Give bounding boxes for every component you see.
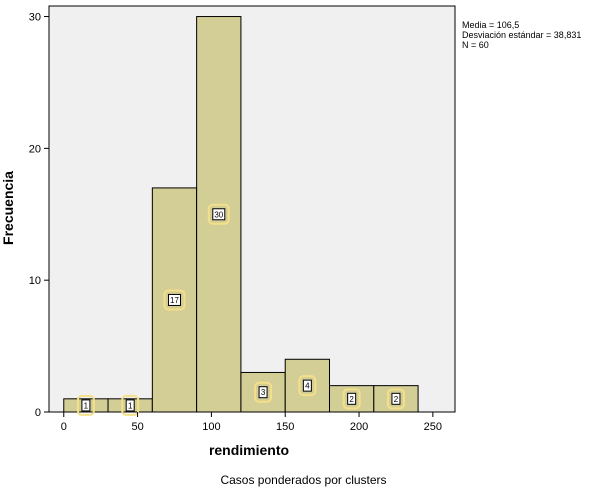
data-label-text: 1	[84, 401, 89, 410]
data-label-ring	[342, 388, 361, 410]
data-label-box	[212, 208, 226, 221]
data-label-text: 2	[349, 395, 354, 404]
footnote: Casos ponderados por clusters	[220, 473, 387, 487]
x-tick-label: 150	[276, 421, 294, 433]
data-label-box	[391, 392, 401, 405]
data-label-ring	[207, 203, 230, 225]
data-label-ring	[298, 375, 317, 397]
data-label-text: 17	[170, 296, 179, 305]
x-axis-label: rendimiento	[209, 442, 289, 458]
data-label-ring	[386, 388, 405, 410]
y-tick-label: 0	[35, 407, 41, 419]
x-tick-label: 200	[350, 421, 368, 433]
stats-mean: Media = 106,5	[462, 20, 520, 30]
data-label-text: 2	[394, 395, 399, 404]
y-tick-label: 20	[29, 143, 41, 155]
data-label-text: 3	[261, 388, 266, 397]
y-tick-label: 10	[29, 275, 41, 287]
data-labels-group: 1 1 17 30 3 4 2 2	[76, 203, 405, 416]
data-label-box	[125, 399, 135, 412]
data-label-box	[81, 399, 91, 412]
x-tick-label: 100	[202, 421, 220, 433]
data-label-box	[258, 386, 268, 399]
histogram-bar	[151, 187, 198, 413]
data-label: 17	[163, 289, 186, 311]
data-label: 2	[386, 388, 405, 410]
data-label-text: 4	[305, 382, 310, 391]
y-axis: 0 10 20 30	[29, 12, 49, 419]
data-label: 1	[76, 394, 95, 416]
stats-box: Media = 106,5 Desviación estándar = 38,8…	[462, 20, 581, 50]
stats-std: Desviación estándar = 38,831	[462, 30, 582, 40]
data-label-box	[302, 379, 312, 392]
x-axis: 0 50 100 150 200 250	[61, 412, 442, 433]
y-axis-label: Frecuencia	[0, 171, 16, 245]
y-tick-label: 30	[29, 12, 41, 24]
data-label: 1	[121, 394, 140, 416]
data-label-ring	[76, 394, 95, 416]
stats-n: N = 60	[462, 40, 489, 50]
data-label-text: 1	[128, 401, 133, 410]
x-tick-label: 250	[424, 421, 442, 433]
data-label-box	[347, 392, 357, 405]
data-label-ring	[121, 394, 140, 416]
data-label: 3	[254, 381, 273, 403]
data-label-ring	[254, 381, 273, 403]
data-label: 4	[298, 375, 317, 397]
data-label-ring	[163, 289, 186, 311]
data-label: 2	[342, 388, 361, 410]
data-label-box	[167, 293, 181, 306]
plot-area	[48, 5, 456, 413]
x-tick-label: 50	[131, 421, 143, 433]
x-tick-label: 0	[61, 421, 67, 433]
data-label-text: 30	[214, 210, 223, 219]
data-label: 30	[207, 203, 230, 225]
